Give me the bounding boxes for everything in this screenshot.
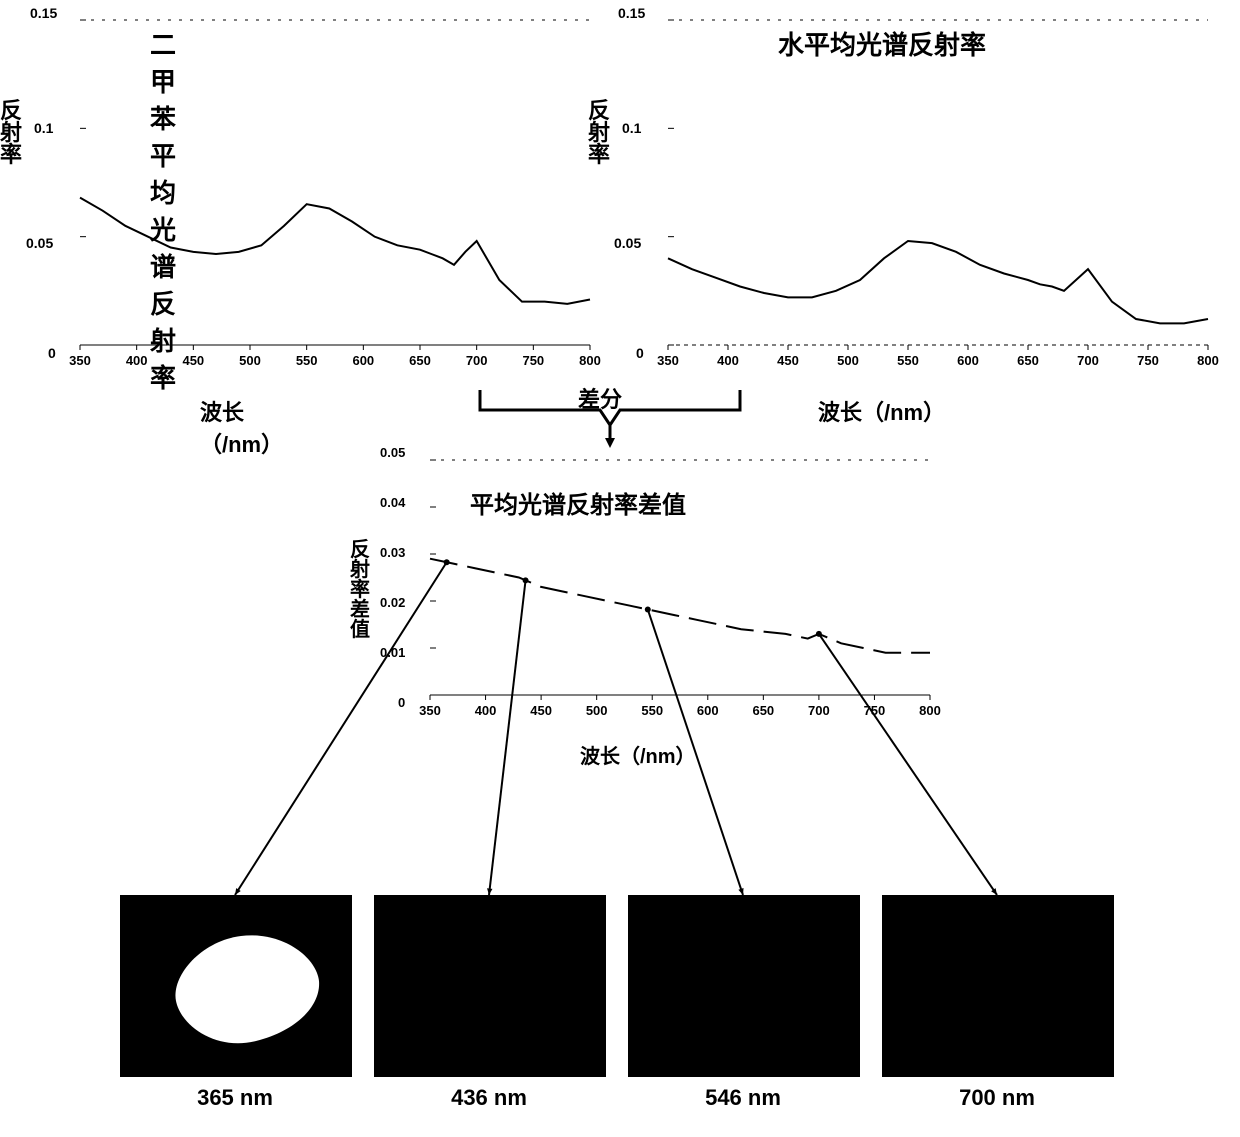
c1-ytick-005: 0.05 bbox=[26, 235, 53, 251]
svg-text:750: 750 bbox=[1137, 353, 1159, 368]
c2-ytick-01: 0.1 bbox=[622, 120, 641, 136]
svg-text:350: 350 bbox=[419, 703, 441, 718]
chart-diff: 0.05 0.04 0.03 0.02 0.01 0 平均光谱反射率差值 反射率… bbox=[350, 445, 970, 765]
image-panel-546nm bbox=[628, 895, 860, 1077]
svg-text:700: 700 bbox=[1077, 353, 1099, 368]
svg-text:600: 600 bbox=[697, 703, 719, 718]
image-panel-365nm bbox=[120, 895, 352, 1077]
svg-text:350: 350 bbox=[69, 353, 91, 368]
image-panel-700nm bbox=[882, 895, 1114, 1077]
c2-ytick-0: 0 bbox=[636, 345, 644, 361]
c3-ylabel: 反射率差值 bbox=[350, 540, 370, 640]
svg-text:500: 500 bbox=[586, 703, 608, 718]
svg-text:550: 550 bbox=[296, 353, 318, 368]
panel-caption-0: 365 nm bbox=[120, 1085, 350, 1111]
svg-text:650: 650 bbox=[1017, 353, 1039, 368]
svg-text:400: 400 bbox=[126, 353, 148, 368]
c2-ylabel: 反射率 bbox=[588, 100, 610, 166]
panel-caption-3: 700 nm bbox=[882, 1085, 1112, 1111]
panel-caption-2: 546 nm bbox=[628, 1085, 858, 1111]
svg-text:450: 450 bbox=[530, 703, 552, 718]
c1-xlabel: 波长（/nm） bbox=[200, 395, 283, 459]
chart-water: 0.15 0.1 0.05 0 水平均光谱反射率 反射率 波长（/nm） 350… bbox=[588, 0, 1208, 370]
svg-text:750: 750 bbox=[864, 703, 886, 718]
svg-text:400: 400 bbox=[475, 703, 497, 718]
c3-ytick-0: 0 bbox=[398, 695, 405, 710]
svg-text:450: 450 bbox=[182, 353, 204, 368]
svg-text:500: 500 bbox=[239, 353, 261, 368]
c3-xlabel: 波长（/nm） bbox=[580, 740, 696, 769]
svg-text:750: 750 bbox=[522, 353, 544, 368]
svg-text:400: 400 bbox=[717, 353, 739, 368]
c1-ylabel: 反射率 bbox=[0, 100, 22, 166]
svg-text:800: 800 bbox=[1197, 353, 1219, 368]
panel-caption-1: 436 nm bbox=[374, 1085, 604, 1111]
c3-ytick-005: 0.05 bbox=[380, 445, 405, 460]
bracket-label: 差分 bbox=[578, 382, 622, 414]
c2-ytick-015: 0.15 bbox=[618, 5, 645, 21]
svg-text:650: 650 bbox=[752, 703, 774, 718]
c1-ytick-01: 0.1 bbox=[34, 120, 53, 136]
svg-text:700: 700 bbox=[808, 703, 830, 718]
svg-text:350: 350 bbox=[657, 353, 679, 368]
c3-ytick-001: 0.01 bbox=[380, 645, 405, 660]
c2-svg: 350 400 450 500 550 600 650 700 750 800 bbox=[653, 10, 1223, 370]
svg-text:600: 600 bbox=[352, 353, 374, 368]
image-panel-436nm bbox=[374, 895, 606, 1077]
svg-text:500: 500 bbox=[837, 353, 859, 368]
c1-ytick-0: 0 bbox=[48, 345, 56, 361]
svg-text:650: 650 bbox=[409, 353, 431, 368]
svg-text:700: 700 bbox=[466, 353, 488, 368]
c1-ytick-015: 0.15 bbox=[30, 5, 57, 21]
c1-svg: 350400450500550600650700750800 bbox=[65, 10, 605, 370]
svg-text:550: 550 bbox=[641, 703, 663, 718]
svg-text:600: 600 bbox=[957, 353, 979, 368]
c2-xlabel: 波长（/nm） bbox=[818, 395, 945, 427]
c3-svg: 350 400 450 500 550 600 650 700 750 800 bbox=[415, 450, 945, 720]
svg-text:450: 450 bbox=[777, 353, 799, 368]
c3-ytick-004: 0.04 bbox=[380, 495, 405, 510]
c3-ytick-003: 0.03 bbox=[380, 545, 405, 560]
svg-text:550: 550 bbox=[897, 353, 919, 368]
c3-ytick-002: 0.02 bbox=[380, 595, 405, 610]
c2-ytick-005: 0.05 bbox=[614, 235, 641, 251]
svg-text:800: 800 bbox=[919, 703, 941, 718]
